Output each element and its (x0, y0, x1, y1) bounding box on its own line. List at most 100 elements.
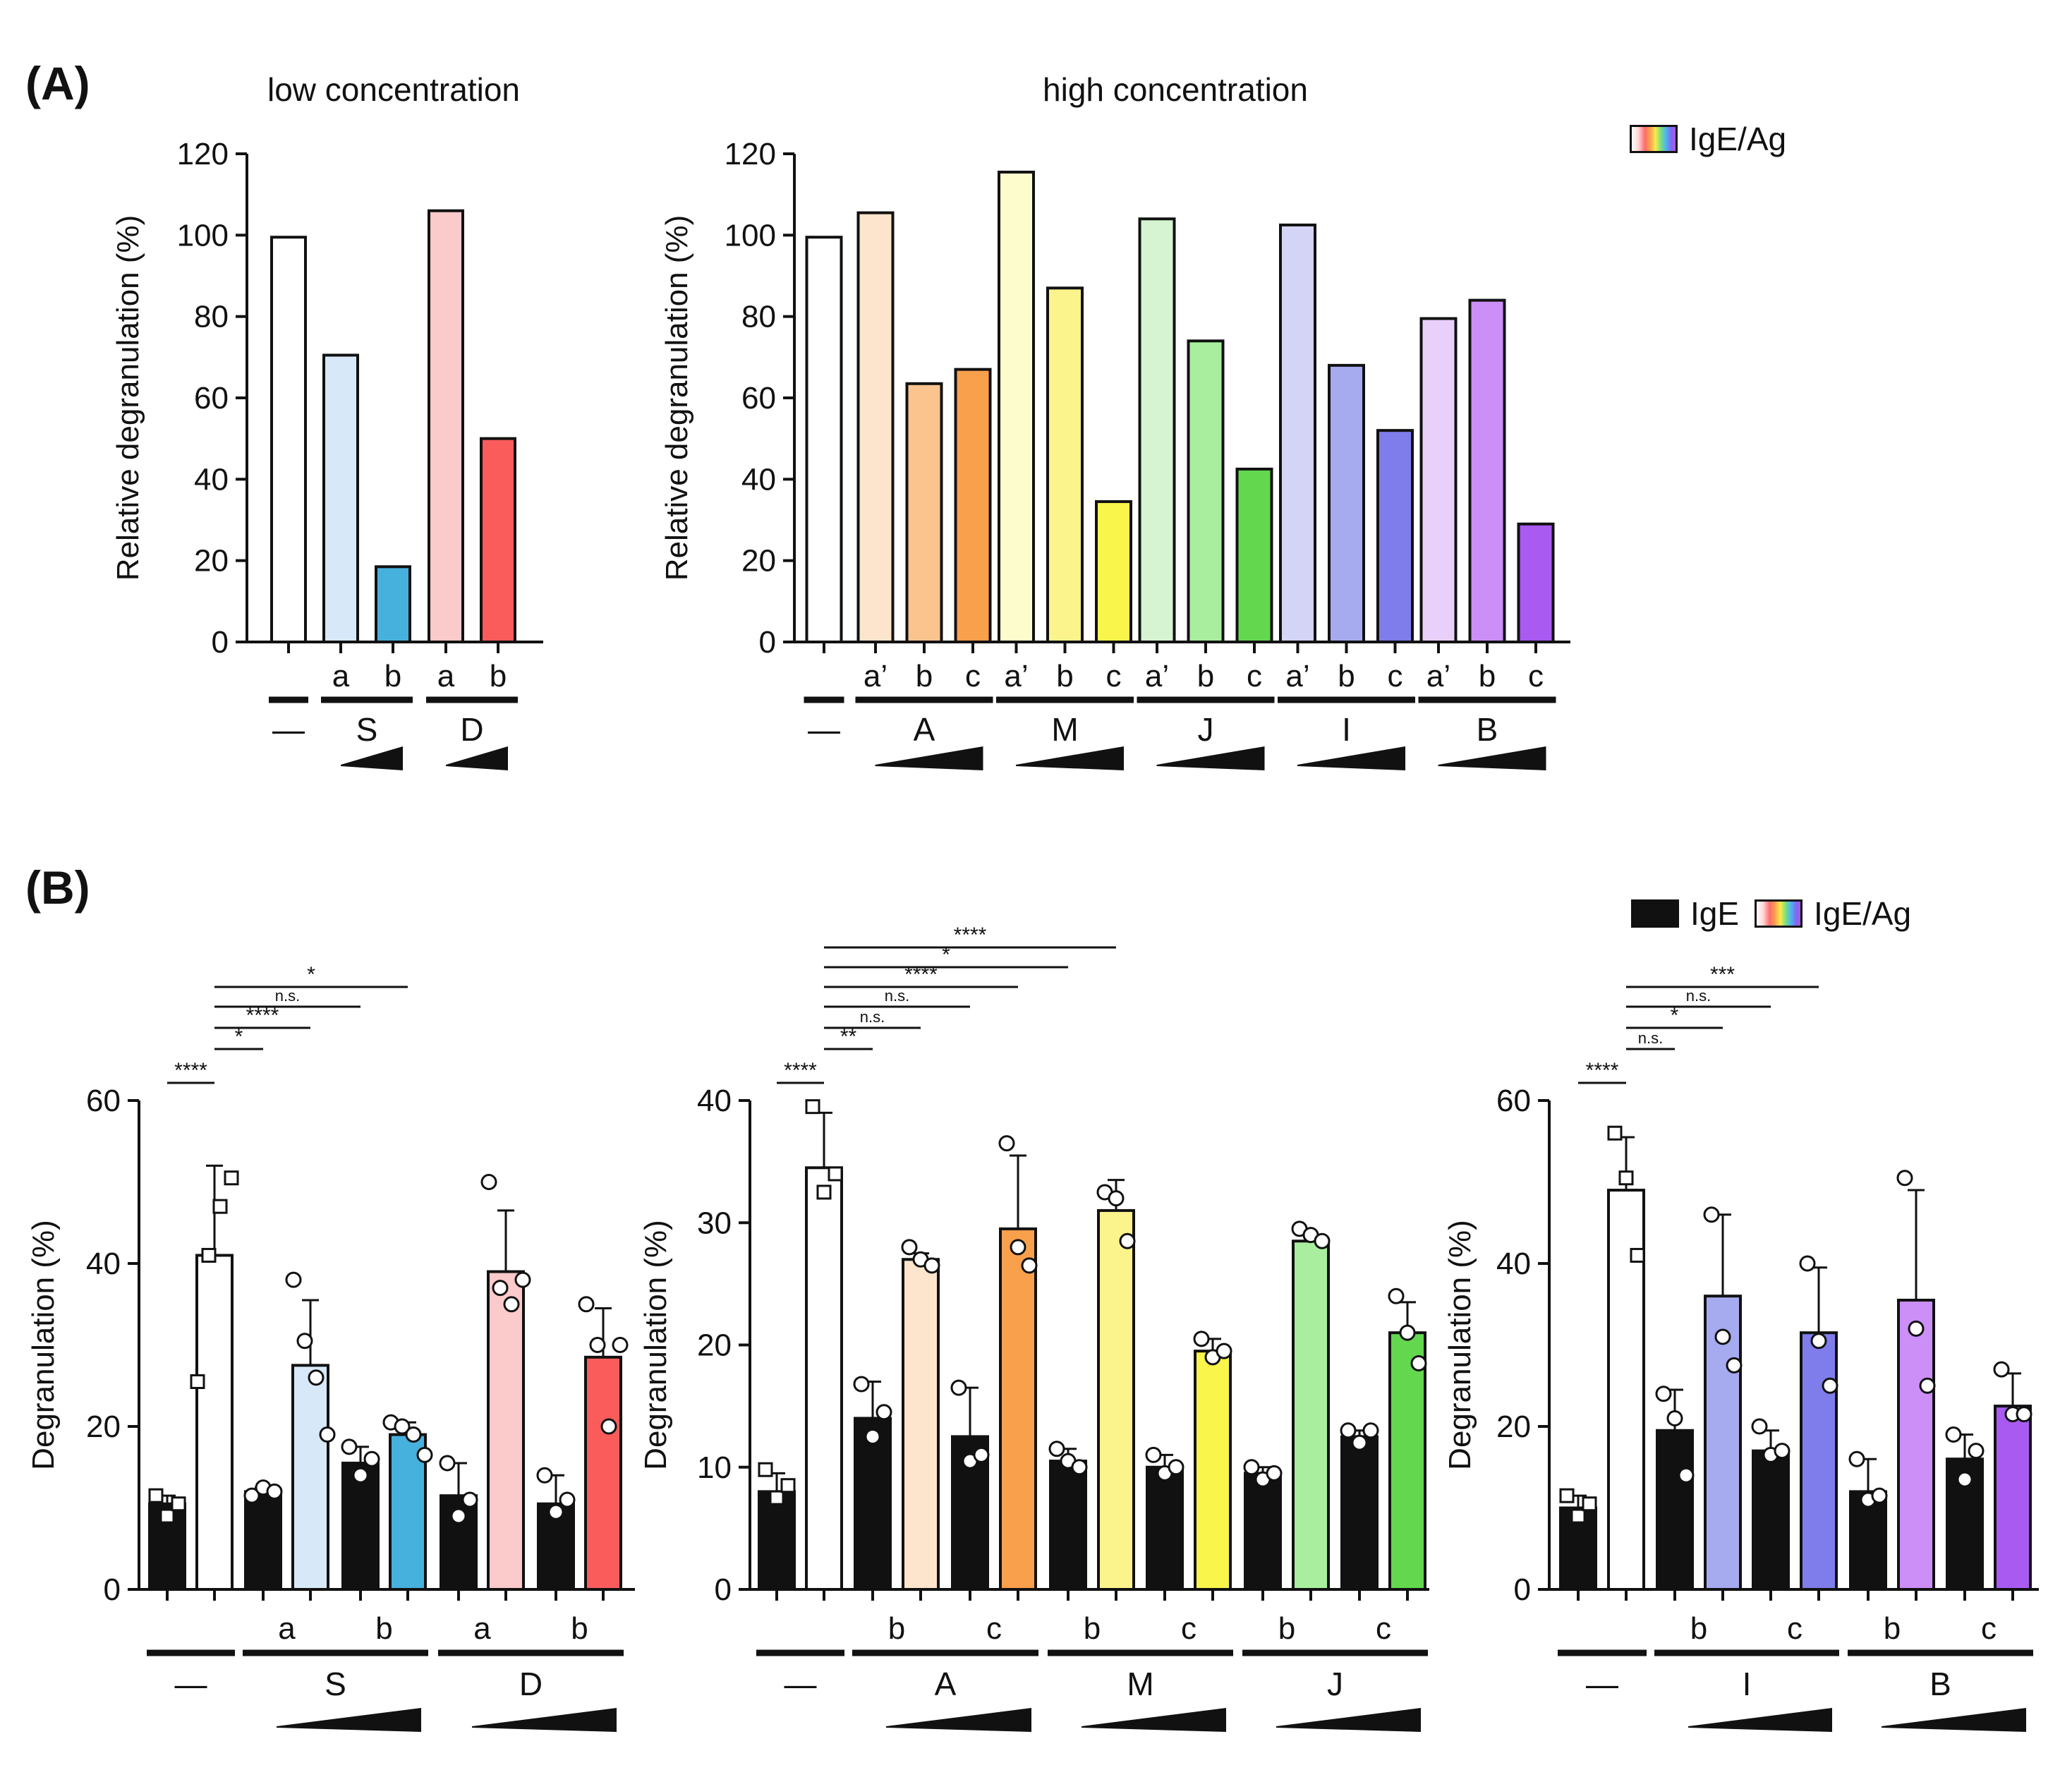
b2-group-label: A (935, 1666, 957, 1702)
b3-data-point (1655, 1386, 1672, 1402)
b3-data-point (1822, 1377, 1838, 1394)
b2-significance-label: n.s. (885, 987, 909, 1005)
b3-data-point-square (1570, 1508, 1586, 1524)
a-low-ytick-label: 80 (194, 300, 229, 334)
a-high-bar (805, 236, 843, 643)
b3-bar-ige (1849, 1490, 1887, 1591)
legend-b: IgE IgE/Ag (1631, 895, 1911, 933)
b3-data-point (1714, 1328, 1731, 1345)
b2-group-label: — (784, 1666, 817, 1702)
b2-data-point (1314, 1232, 1331, 1249)
a-high-bar (1517, 522, 1555, 643)
a-high-ytick-label: 40 (741, 462, 776, 497)
a-high-bar (954, 368, 992, 644)
a-high-sub-label: c (1528, 659, 1544, 693)
b1-data-point (285, 1271, 302, 1288)
a-high-bar (1046, 286, 1084, 643)
legend-swatch-ige-ag (1630, 125, 1678, 153)
b3-data-point (1919, 1377, 1936, 1394)
b3-data-point (1726, 1357, 1743, 1374)
a-high-bar (1468, 298, 1506, 643)
a-high-ytick-label: 120 (725, 137, 776, 171)
b1-data-point (405, 1426, 422, 1443)
b3-sub-label: c (1981, 1611, 1997, 1646)
b2-data-point-square (780, 1478, 796, 1493)
a-low-ytick-label: 20 (194, 544, 229, 578)
a-high-sub-label: a’ (1145, 659, 1169, 693)
a-high-group-label: — (808, 711, 840, 748)
b1-data-point (394, 1418, 411, 1435)
a-high-sub-label: c (1388, 659, 1403, 693)
a-high-bar (905, 382, 943, 643)
b2-ylabel: Degranulation (%) (638, 1220, 673, 1470)
a-high-sub-label: a’ (864, 659, 887, 693)
b2-sub-label: c (986, 1611, 1002, 1646)
a-high-bar (1419, 317, 1458, 643)
b3-sub-label: b (1884, 1611, 1901, 1646)
a-low-dose-wedge (446, 746, 508, 770)
a-high-dose-wedge (1156, 746, 1265, 770)
a-high-bar (1376, 429, 1414, 644)
b2-data-point (864, 1428, 881, 1445)
b3-data-point (1666, 1410, 1683, 1426)
b2-data-point (973, 1446, 990, 1463)
panel-label-b: (B) (25, 861, 90, 914)
b2-data-point (1108, 1190, 1125, 1207)
b3-data-point-square (1582, 1496, 1597, 1512)
b3-data-point-square (1618, 1170, 1634, 1186)
b3-data-point (1908, 1320, 1925, 1337)
b2-data-point (1021, 1257, 1038, 1274)
b1-data-point (243, 1487, 260, 1504)
panel-label-a: (A) (25, 57, 90, 109)
b2-ytick-label: 0 (715, 1572, 732, 1607)
a-high-group-label: J (1198, 711, 1214, 748)
b2-data-point-square (758, 1462, 773, 1477)
b1-data-point (536, 1467, 553, 1484)
b1-data-point-square (159, 1508, 175, 1524)
b1-data-point-square (190, 1374, 205, 1389)
b2-sub-label: b (1084, 1611, 1101, 1646)
b2-data-point (1048, 1441, 1065, 1457)
b2-sub-label: c (1376, 1611, 1391, 1646)
b1-data-point (480, 1174, 497, 1190)
a-low-group-label: S (356, 711, 378, 748)
b2-dose-wedge (1082, 1708, 1226, 1732)
b1-data-point (450, 1508, 467, 1524)
b2-data-point-square (816, 1184, 832, 1200)
b3-bar-ige (1752, 1449, 1790, 1591)
a-high-sub-label: a’ (1285, 659, 1309, 693)
b2-data-point (950, 1379, 967, 1396)
a-high-sub-label: c (1247, 659, 1262, 693)
b2-data-point-square (769, 1490, 784, 1505)
b3-ytick-label: 0 (1514, 1572, 1531, 1607)
a-high-dose-wedge (1016, 746, 1124, 770)
b3-data-point (1848, 1450, 1865, 1467)
b1-group-label: — (175, 1666, 207, 1702)
b3-data-point (1968, 1443, 1985, 1460)
b1-data-point (559, 1491, 576, 1508)
chart-title-high: high concentration (1043, 71, 1308, 108)
b2-data-point (853, 1376, 870, 1393)
a-low-ytick-label: 60 (194, 381, 229, 416)
a-high-bar (1279, 223, 1316, 643)
b3-bar-ige-ag (1994, 1405, 2032, 1591)
b1-data-point-square (224, 1170, 239, 1186)
b1-data-point (266, 1483, 283, 1500)
b3-data-point (1945, 1426, 1962, 1443)
b2-dose-wedge (1276, 1708, 1421, 1732)
b1-dose-wedge (472, 1708, 617, 1732)
a-low-bar (375, 565, 411, 643)
b3-dose-wedge (1688, 1708, 1832, 1732)
b1-dose-wedge (277, 1708, 421, 1732)
b3-data-point (1751, 1418, 1768, 1435)
a-high-dose-wedge (1297, 746, 1405, 770)
b2-data-point (1071, 1459, 1088, 1476)
b1-data-point-square (171, 1496, 186, 1512)
a-high-bar (1138, 217, 1176, 643)
b1-data-point (416, 1446, 433, 1463)
a-high-ytick-label: 100 (725, 218, 776, 253)
b1-bar-ige (244, 1490, 282, 1591)
b3-bar-ige-ag (1704, 1295, 1742, 1591)
b3-data-point (1956, 1471, 1973, 1488)
